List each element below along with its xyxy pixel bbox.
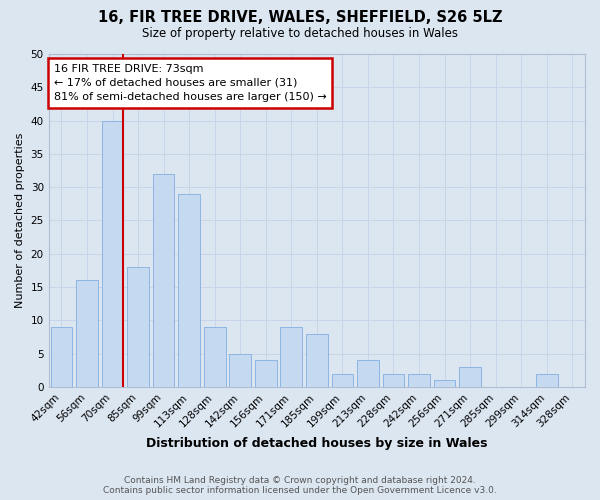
- Bar: [50, 327, 72, 387]
- Bar: [357, 360, 379, 387]
- Bar: [383, 374, 404, 387]
- Text: Contains HM Land Registry data © Crown copyright and database right 2024.
Contai: Contains HM Land Registry data © Crown c…: [103, 476, 497, 495]
- Bar: [127, 267, 149, 387]
- Bar: [255, 360, 277, 387]
- Bar: [408, 374, 430, 387]
- Bar: [536, 374, 557, 387]
- Bar: [101, 120, 124, 387]
- Bar: [178, 194, 200, 387]
- Bar: [76, 280, 98, 387]
- Bar: [459, 367, 481, 387]
- X-axis label: Distribution of detached houses by size in Wales: Distribution of detached houses by size …: [146, 437, 488, 450]
- Bar: [306, 334, 328, 387]
- Bar: [332, 374, 353, 387]
- Bar: [153, 174, 175, 387]
- Text: 16, FIR TREE DRIVE, WALES, SHEFFIELD, S26 5LZ: 16, FIR TREE DRIVE, WALES, SHEFFIELD, S2…: [98, 10, 502, 25]
- Bar: [280, 327, 302, 387]
- Bar: [229, 354, 251, 387]
- Bar: [204, 327, 226, 387]
- Y-axis label: Number of detached properties: Number of detached properties: [15, 133, 25, 308]
- Bar: [434, 380, 455, 387]
- Text: Size of property relative to detached houses in Wales: Size of property relative to detached ho…: [142, 28, 458, 40]
- Text: 16 FIR TREE DRIVE: 73sqm
← 17% of detached houses are smaller (31)
81% of semi-d: 16 FIR TREE DRIVE: 73sqm ← 17% of detach…: [54, 64, 327, 102]
